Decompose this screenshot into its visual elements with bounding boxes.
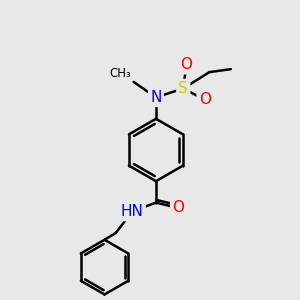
Text: O: O: [180, 57, 192, 72]
Text: S: S: [178, 81, 188, 96]
Text: N: N: [150, 90, 162, 105]
Text: CH₃: CH₃: [110, 67, 131, 80]
Text: O: O: [199, 92, 211, 107]
Text: O: O: [172, 200, 184, 215]
Text: HN: HN: [121, 204, 144, 219]
